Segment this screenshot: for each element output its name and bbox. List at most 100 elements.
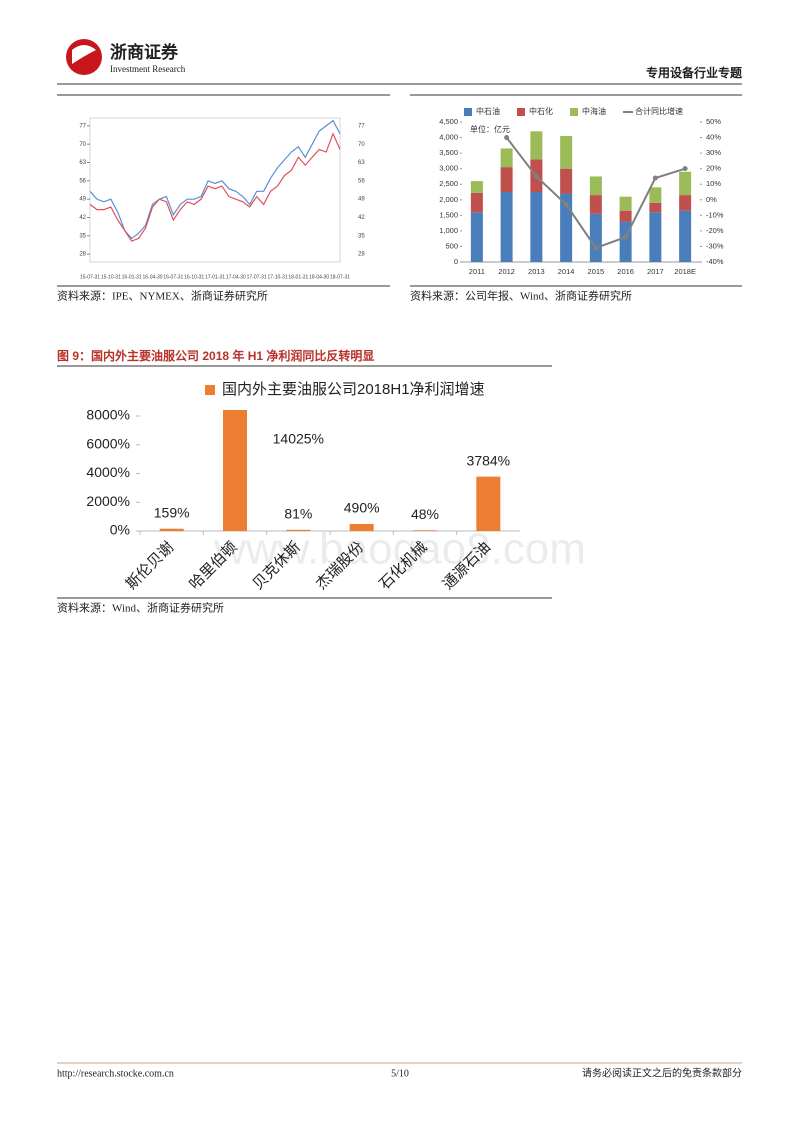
bar-segment — [679, 171, 692, 196]
x-tick-label: 2011 — [469, 267, 485, 276]
x-tick-label: 2017 — [647, 267, 664, 276]
bar-segment — [619, 196, 632, 211]
x-tick-label: 2016 — [617, 267, 634, 276]
report-title: 专用设备行业专题 — [646, 65, 743, 80]
bar-segment — [560, 168, 573, 194]
x-tick-label: 2018E — [674, 267, 696, 276]
x-tick-label: 2012 — [498, 267, 515, 276]
y-tick-label: 1,500 — [439, 210, 458, 219]
y2-tick-label: 0% — [706, 195, 717, 204]
growth-point — [563, 201, 569, 207]
y2-tick-label: 56 — [358, 178, 365, 184]
bar-segment — [500, 167, 513, 192]
bar-segment — [470, 181, 483, 193]
legend-swatch — [570, 108, 578, 116]
y2-tick-label: 10% — [706, 179, 721, 188]
value-label: 48% — [411, 506, 439, 522]
legend-label: 中石油 — [476, 106, 500, 116]
y2-tick-label: -20% — [706, 226, 724, 235]
bar — [349, 523, 374, 531]
x-tick-label: 15-07-31 — [80, 274, 100, 280]
y2-tick-label: 77 — [358, 123, 365, 129]
x-tick-label: 2014 — [558, 267, 575, 276]
bar-segment — [619, 210, 632, 222]
legend-label: 中海油 — [582, 106, 606, 116]
bar-segment — [649, 212, 662, 262]
x-tick-label: 17-04-30 — [226, 274, 246, 280]
growth-point — [682, 166, 688, 172]
bar-segment — [589, 213, 602, 262]
bar-segment — [649, 187, 662, 203]
figure-title: 图 9：国内外主要油服公司 2018 年 H1 净利润同比反转明显 — [57, 348, 374, 363]
growth-point — [533, 173, 539, 179]
source: 资料来源：Wind、浙商证券研究所 — [57, 601, 224, 615]
y2-tick-label: 30% — [706, 148, 721, 157]
y2-tick-label: 70 — [358, 142, 365, 148]
growth-point — [504, 135, 510, 141]
value-label: 3784% — [467, 452, 511, 468]
y-tick-label: 1,000 — [439, 226, 458, 235]
y-tick-label: 28 — [79, 252, 86, 258]
bar — [223, 410, 247, 531]
y-tick-label: 3,500 — [439, 148, 458, 157]
legend-swatch — [464, 108, 472, 116]
y2-tick-label: 50% — [706, 117, 721, 126]
growth-point — [623, 234, 629, 240]
bar-segment — [530, 192, 543, 262]
legend-label: 中石化 — [529, 106, 553, 116]
footer-url: http://research.stocke.com.cn — [57, 1068, 174, 1079]
legend-label: 国内外主要油服公司2018H1净利润增速 — [222, 381, 485, 398]
bar — [159, 528, 184, 531]
y-tick-label: 4000% — [86, 464, 130, 480]
bar-segment — [530, 131, 543, 160]
bar-segment — [679, 210, 692, 262]
y-tick-label: 77 — [79, 123, 86, 129]
y2-tick-label: 35 — [358, 233, 365, 239]
x-tick-label: 18-01-31 — [288, 274, 308, 280]
bar-segment — [649, 202, 662, 213]
x-tick-label: 16-01-31 — [122, 274, 142, 280]
bar-segment — [589, 176, 602, 196]
y-tick-label: 70 — [79, 142, 86, 148]
y2-tick-label: 49 — [358, 197, 365, 203]
growth-point — [652, 175, 658, 181]
x-tick-label: 2013 — [528, 267, 545, 276]
y-tick-label: 0% — [110, 522, 130, 538]
bars — [159, 410, 501, 531]
y-tick-label: 6000% — [86, 435, 130, 451]
y-tick-label: 35 — [79, 233, 86, 239]
y2-tick-label: 63 — [358, 160, 365, 166]
y2-tick-label: 28 — [358, 252, 365, 258]
y-tick-label: 500 — [445, 241, 458, 250]
logo — [66, 39, 102, 75]
y-tick-label: 0 — [454, 257, 458, 266]
value-label: 159% — [154, 504, 190, 520]
plot-frame — [89, 117, 341, 263]
source: 资料来源：IPE、NYMEX、浙商证券研究所 — [57, 289, 268, 303]
price-line — [89, 119, 341, 240]
y-tick-label: 4,000 — [439, 133, 458, 142]
y2-tick-label: 40% — [706, 133, 721, 142]
brand: 浙商证券 — [110, 42, 179, 62]
bar-segment — [560, 193, 573, 262]
y-tick-label: 42 — [79, 215, 86, 221]
y2-tick-label: 42 — [358, 215, 365, 221]
x-tick-label: 16-04-30 — [142, 274, 162, 280]
y2-tick-label: 20% — [706, 164, 721, 173]
legend-swatch — [205, 385, 215, 395]
x-tick-label: 2015 — [588, 267, 605, 276]
page-number: 5/10 — [391, 1068, 409, 1079]
value-label: 490% — [344, 500, 380, 516]
x-tick-label: 16-10-31 — [184, 274, 204, 280]
y2-tick-label: -40% — [706, 257, 724, 266]
y-tick-label: 56 — [79, 178, 86, 184]
bar-segment — [500, 192, 513, 262]
legend-swatch — [517, 108, 525, 116]
y-tick-label: 4,500 — [439, 117, 458, 126]
x-tick-label: 斯伦贝谢 — [123, 539, 177, 593]
bar-segment — [589, 195, 602, 214]
y-tick-label: 63 — [79, 160, 86, 166]
bar-segment — [470, 192, 483, 213]
value-label: 14025% — [273, 431, 324, 447]
